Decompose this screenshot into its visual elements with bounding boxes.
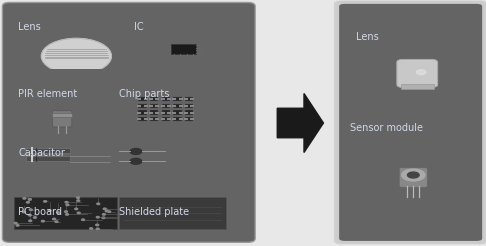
FancyBboxPatch shape bbox=[26, 148, 70, 153]
Circle shape bbox=[108, 211, 111, 212]
FancyBboxPatch shape bbox=[139, 104, 147, 108]
Circle shape bbox=[57, 212, 60, 213]
Circle shape bbox=[55, 221, 58, 222]
FancyBboxPatch shape bbox=[185, 104, 193, 108]
Circle shape bbox=[105, 210, 108, 212]
FancyBboxPatch shape bbox=[185, 117, 193, 121]
Polygon shape bbox=[277, 93, 324, 153]
Text: PC board: PC board bbox=[18, 207, 62, 217]
Text: Lens: Lens bbox=[356, 32, 378, 42]
Circle shape bbox=[48, 210, 51, 211]
Circle shape bbox=[44, 201, 47, 202]
Text: IC: IC bbox=[134, 22, 143, 32]
Circle shape bbox=[416, 70, 426, 75]
Circle shape bbox=[96, 224, 99, 226]
Circle shape bbox=[82, 219, 85, 220]
Circle shape bbox=[41, 220, 44, 222]
FancyBboxPatch shape bbox=[399, 168, 427, 187]
FancyBboxPatch shape bbox=[185, 110, 193, 115]
FancyBboxPatch shape bbox=[162, 97, 170, 101]
FancyBboxPatch shape bbox=[162, 104, 170, 108]
Circle shape bbox=[102, 217, 105, 218]
Circle shape bbox=[34, 217, 36, 218]
Text: PIR element: PIR element bbox=[18, 89, 77, 99]
Circle shape bbox=[75, 208, 78, 210]
Circle shape bbox=[96, 228, 99, 230]
Circle shape bbox=[52, 218, 55, 220]
FancyBboxPatch shape bbox=[52, 111, 72, 127]
Text: Chip parts: Chip parts bbox=[119, 89, 170, 99]
Circle shape bbox=[97, 203, 100, 205]
Circle shape bbox=[90, 228, 93, 229]
Circle shape bbox=[65, 201, 68, 203]
Circle shape bbox=[76, 197, 79, 199]
FancyBboxPatch shape bbox=[162, 117, 170, 121]
Circle shape bbox=[65, 211, 68, 212]
Circle shape bbox=[23, 198, 26, 199]
FancyBboxPatch shape bbox=[162, 110, 170, 115]
Text: Shielded plate: Shielded plate bbox=[119, 207, 190, 217]
Circle shape bbox=[401, 169, 425, 181]
Text: Lens: Lens bbox=[18, 22, 41, 32]
Text: Capacitor: Capacitor bbox=[18, 148, 65, 158]
FancyBboxPatch shape bbox=[2, 2, 255, 242]
Circle shape bbox=[16, 225, 19, 226]
FancyBboxPatch shape bbox=[150, 104, 158, 108]
FancyBboxPatch shape bbox=[150, 117, 158, 121]
FancyBboxPatch shape bbox=[338, 2, 484, 242]
Circle shape bbox=[66, 204, 69, 206]
Circle shape bbox=[103, 208, 106, 210]
FancyBboxPatch shape bbox=[400, 84, 434, 90]
Circle shape bbox=[77, 212, 80, 214]
FancyBboxPatch shape bbox=[139, 110, 147, 115]
Circle shape bbox=[22, 211, 25, 213]
Circle shape bbox=[96, 216, 99, 218]
FancyBboxPatch shape bbox=[174, 117, 182, 121]
FancyBboxPatch shape bbox=[174, 97, 182, 101]
FancyBboxPatch shape bbox=[119, 197, 226, 229]
FancyBboxPatch shape bbox=[139, 117, 147, 121]
Circle shape bbox=[103, 214, 105, 215]
FancyBboxPatch shape bbox=[150, 110, 158, 115]
FancyBboxPatch shape bbox=[185, 97, 193, 101]
Circle shape bbox=[130, 149, 142, 154]
Text: Sensor module: Sensor module bbox=[350, 123, 423, 133]
Circle shape bbox=[41, 38, 111, 74]
Circle shape bbox=[26, 201, 29, 203]
FancyBboxPatch shape bbox=[334, 0, 486, 244]
Circle shape bbox=[130, 158, 142, 164]
Circle shape bbox=[29, 199, 32, 200]
Circle shape bbox=[29, 209, 32, 211]
FancyBboxPatch shape bbox=[174, 104, 182, 108]
FancyBboxPatch shape bbox=[26, 156, 70, 161]
Circle shape bbox=[77, 200, 80, 201]
Circle shape bbox=[66, 214, 69, 215]
Circle shape bbox=[407, 172, 419, 178]
FancyBboxPatch shape bbox=[397, 60, 437, 87]
Circle shape bbox=[14, 222, 17, 224]
FancyBboxPatch shape bbox=[52, 113, 72, 117]
FancyBboxPatch shape bbox=[171, 44, 196, 54]
FancyBboxPatch shape bbox=[15, 197, 117, 229]
Circle shape bbox=[28, 215, 31, 216]
FancyBboxPatch shape bbox=[174, 110, 182, 115]
FancyBboxPatch shape bbox=[150, 97, 158, 101]
FancyBboxPatch shape bbox=[139, 97, 147, 101]
Circle shape bbox=[29, 220, 32, 221]
FancyBboxPatch shape bbox=[41, 69, 111, 75]
